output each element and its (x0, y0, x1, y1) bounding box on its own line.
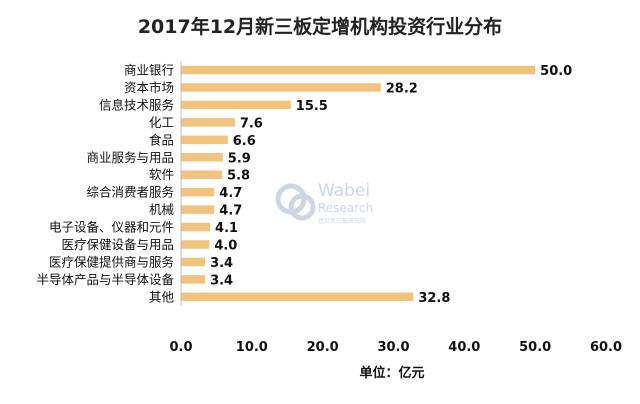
x-tick-label: 10.0 (236, 340, 268, 355)
category-label: 软件 (149, 167, 174, 182)
bar (181, 100, 291, 110)
bar (181, 205, 215, 214)
value-label: 3.4 (210, 273, 233, 288)
value-label: 7.6 (240, 116, 263, 131)
value-label: 4.1 (215, 221, 238, 236)
x-tick-label: 60.0 (590, 340, 622, 355)
bar (181, 257, 206, 267)
value-label: 6.6 (233, 134, 256, 149)
x-tick-labels: 0.0 10.0 20.0 30.0 40.0 50.0 60.0 (169, 340, 622, 355)
bar (181, 135, 228, 145)
x-tick-label: 20.0 (307, 340, 339, 355)
bars-layer (181, 65, 536, 302)
value-label: 15.5 (296, 99, 328, 114)
bar (181, 118, 235, 127)
bar (181, 240, 210, 249)
category-label: 医疗保健提供商与服务 (49, 254, 174, 269)
value-labels: 50.0 28.2 15.5 7.6 6.6 5.9 5.8 4.7 4.7 4.1 4.0 3.4 3… (210, 64, 572, 306)
category-label: 化工 (149, 115, 174, 130)
x-tick-label: 40.0 (448, 340, 480, 355)
chart-title: 2017年12月新三板定增机构投资行业分布 (138, 15, 502, 38)
bar (181, 222, 211, 232)
x-tick-label: 0.0 (169, 340, 192, 355)
bar (181, 153, 223, 162)
category-label: 商业服务与用品 (86, 150, 174, 165)
category-label: 资本市场 (124, 80, 174, 95)
category-label: 食品 (149, 132, 174, 147)
category-label: 医疗保健设备与用品 (61, 237, 174, 252)
value-label: 4.7 (219, 204, 242, 219)
category-label: 商业银行 (124, 63, 174, 78)
value-label: 4.7 (219, 186, 242, 201)
watermark-brand: Wabei (318, 181, 370, 201)
bar (181, 65, 536, 75)
x-axis-title: 单位：亿元 (359, 365, 424, 381)
watermark-subtitle: Research (318, 201, 373, 215)
category-label: 其他 (149, 289, 175, 304)
value-label: 3.4 (210, 256, 233, 271)
x-tick-label: 50.0 (519, 340, 551, 355)
bar (181, 292, 414, 302)
category-label: 半导体产品与半导体设备 (36, 272, 174, 287)
watermark-tagline: 挖贝新三板研究院 (318, 217, 366, 225)
bar (181, 170, 223, 179)
value-label: 50.0 (540, 64, 572, 79)
bar (181, 187, 215, 197)
value-label: 4.0 (214, 239, 237, 254)
watermark-logo: Wabei Research 挖贝新三板研究院 (275, 181, 373, 225)
bar (181, 83, 381, 92)
category-labels: 商业银行资本市场信息技术服务化工食品商业服务与用品软件综合消费者服务机械电子设备… (36, 63, 174, 305)
value-label: 5.9 (228, 151, 251, 166)
category-label: 综合消费者服务 (86, 185, 174, 200)
watermark-ring-2 (288, 193, 316, 221)
category-label: 机械 (149, 202, 175, 217)
category-label: 信息技术服务 (99, 97, 174, 112)
value-label: 32.8 (418, 291, 450, 306)
category-label: 电子设备、仪器和元件 (49, 220, 174, 235)
value-label: 5.8 (227, 169, 250, 184)
bar (181, 275, 206, 284)
x-tick-label: 30.0 (377, 340, 409, 355)
value-label: 28.2 (386, 81, 418, 96)
